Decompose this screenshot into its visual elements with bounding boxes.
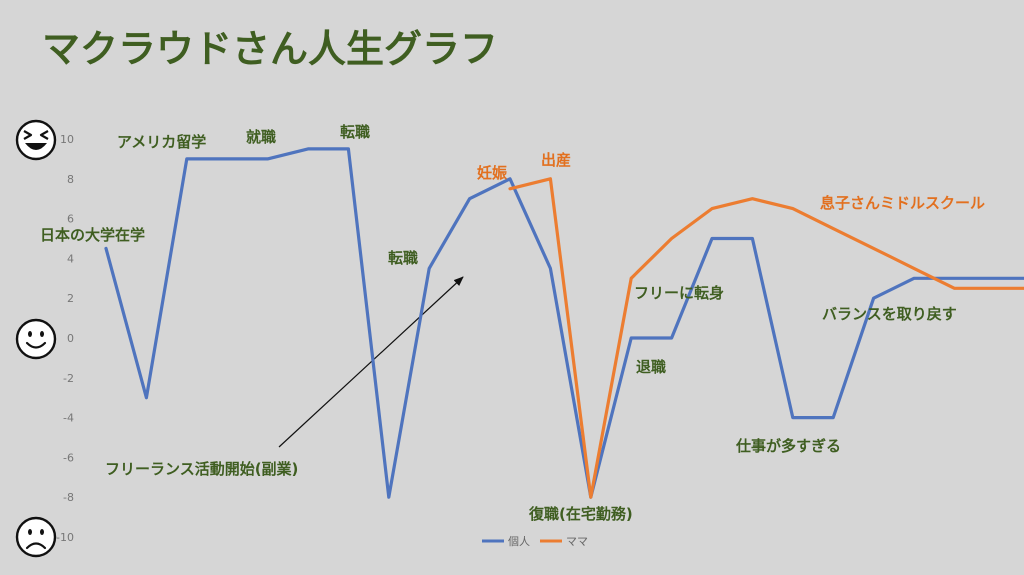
y-tick-label: 8 — [67, 173, 74, 186]
arrow-layer — [278, 276, 464, 448]
annotation-label: 出産 — [541, 151, 571, 169]
annotation-label: 転職 — [340, 123, 370, 141]
y-axis-ticks: 10 8 6 4 2 0 -2 -4 -6 -8 -10 — [56, 133, 74, 544]
y-tick-label: -6 — [63, 451, 74, 464]
y-tick-label: -8 — [63, 491, 74, 504]
series-line-1 — [104, 147, 1024, 499]
legend-label: 個人 — [508, 535, 530, 548]
annotation-label: 息子さんミドルスクール — [820, 194, 985, 212]
annotation-label: 仕事が多すぎる — [735, 437, 841, 455]
annotation-label: 日本の大学在学 — [40, 226, 145, 244]
annotation-label: 復職(在宅勤務) — [528, 505, 633, 523]
annotation-label: バランスを取り戻す — [822, 305, 957, 323]
y-tick-label: -10 — [56, 531, 74, 544]
annotation-label: 転職 — [388, 249, 418, 267]
annotation-label: フリーランス活動開始(副業) — [105, 460, 298, 478]
chart-title: マクラウドさん人生グラフ — [42, 27, 498, 71]
grinning-face-icon — [15, 119, 57, 161]
y-tick-label: -2 — [63, 372, 74, 385]
y-tick-label: 4 — [67, 252, 74, 265]
annotation-label: 就職 — [246, 128, 276, 146]
chart-legend: 個人 ママ — [482, 535, 588, 548]
frowning-face-icon — [15, 516, 57, 558]
annotation-arrow — [278, 276, 464, 448]
y-tick-label: 2 — [67, 292, 74, 305]
y-tick-label: 6 — [67, 213, 74, 226]
series-layer — [104, 147, 1024, 499]
annotation-label: 退職 — [636, 358, 666, 376]
annotation-label: アメリカ留学 — [117, 133, 206, 151]
smiling-face-icon — [15, 318, 57, 360]
series-line-2 — [508, 177, 1024, 499]
legend-label: ママ — [566, 535, 588, 548]
annotation-label: 妊娠 — [477, 164, 508, 182]
y-tick-label: 0 — [67, 332, 74, 345]
y-tick-label: 10 — [60, 133, 74, 146]
annotation-label: フリーに転身 — [634, 284, 724, 302]
face-icons — [15, 119, 57, 558]
y-tick-label: -4 — [63, 412, 74, 425]
